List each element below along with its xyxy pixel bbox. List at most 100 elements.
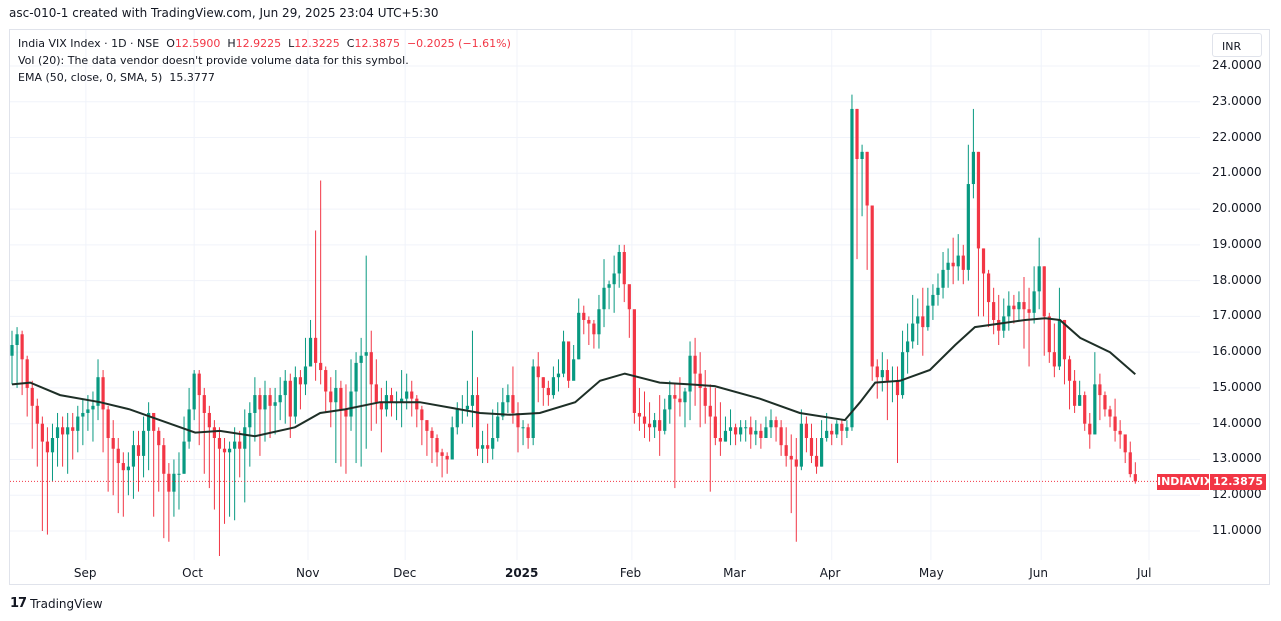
x-tick-label: Dec	[393, 566, 417, 580]
y-tick-label: 23.0000	[1212, 93, 1262, 108]
ema-row[interactable]: EMA (50, close, 0, SMA, 5) 15.3777	[18, 69, 511, 86]
candle	[278, 377, 282, 421]
footer-brand[interactable]: 17 TradingView	[10, 596, 103, 611]
candle	[420, 405, 424, 446]
candle	[1032, 266, 1036, 324]
x-tick-label: 2025	[504, 566, 539, 580]
candle-body	[971, 151, 975, 185]
candle	[339, 380, 343, 467]
candle	[592, 319, 596, 349]
open-value: 12.5900	[174, 37, 221, 50]
candle-body	[693, 355, 697, 374]
candle	[66, 412, 70, 474]
candle	[556, 359, 561, 392]
candle	[992, 287, 996, 335]
y-tick-label: 15.0000	[1212, 379, 1262, 394]
candle	[435, 434, 439, 467]
candle-body	[845, 427, 849, 431]
candle	[658, 395, 662, 456]
candle-body	[976, 151, 981, 249]
candle-body	[733, 427, 738, 435]
candle-body	[885, 370, 889, 381]
candle-body	[688, 355, 692, 392]
candle-body	[1078, 395, 1082, 406]
change-value: −0.2025 (−1.61%)	[406, 37, 511, 50]
candle	[116, 438, 120, 514]
candle-body	[126, 466, 130, 471]
candle-body	[324, 370, 328, 392]
candle-body	[227, 448, 232, 453]
candle	[61, 416, 65, 467]
candle-body	[541, 377, 545, 388]
candle	[966, 144, 970, 281]
candle	[647, 402, 652, 442]
candle-body	[197, 373, 201, 396]
candle-body	[405, 391, 409, 399]
candle-body	[678, 398, 682, 403]
candle	[359, 337, 363, 467]
candle	[718, 402, 722, 456]
candle	[50, 423, 55, 481]
candle-body	[799, 423, 803, 467]
y-tick-label: 13.0000	[1212, 451, 1262, 466]
candle-body	[1098, 384, 1102, 396]
candle-body	[607, 284, 611, 288]
candle-body	[900, 352, 905, 396]
candle	[814, 438, 819, 474]
candle-body	[511, 395, 515, 413]
y-tick-label: 12.0000	[1212, 487, 1262, 502]
candle	[612, 255, 616, 313]
candle	[329, 377, 333, 428]
candle-body	[516, 412, 520, 428]
candle	[314, 230, 318, 381]
candle-body	[561, 341, 566, 374]
candle-body	[1113, 416, 1117, 431]
candle	[238, 430, 242, 478]
candle	[956, 234, 960, 281]
candle	[1118, 420, 1122, 449]
candle-body	[121, 463, 125, 471]
candle	[703, 370, 707, 424]
candle	[774, 416, 778, 442]
candle-body	[956, 255, 960, 267]
candle-body	[470, 395, 475, 406]
candle-body	[298, 377, 303, 385]
candle	[243, 409, 247, 503]
candle-body	[202, 395, 206, 413]
candle-body	[567, 341, 571, 381]
candle	[1078, 380, 1082, 406]
candle-body	[66, 427, 70, 435]
candle	[1062, 319, 1067, 385]
candle	[941, 252, 945, 299]
y-tick-label: 22.0000	[1212, 129, 1262, 144]
candle	[784, 427, 788, 467]
candle-body	[303, 366, 308, 385]
candle	[384, 380, 389, 417]
candle-body	[86, 409, 90, 413]
symbol-title[interactable]: India VIX Index · 1D · NSE	[18, 37, 160, 50]
candle-body	[389, 395, 394, 403]
candle	[536, 352, 540, 403]
candle	[374, 359, 378, 424]
candle-body	[754, 430, 758, 435]
candle-body	[966, 184, 970, 270]
candle-body	[572, 359, 576, 381]
candle-body	[992, 302, 996, 320]
candle	[759, 423, 763, 449]
candle-body	[258, 395, 262, 410]
candle	[789, 434, 793, 514]
candle	[683, 387, 687, 428]
candle	[410, 380, 414, 417]
currency-button[interactable]: INR	[1212, 33, 1262, 57]
candle	[1103, 391, 1107, 417]
y-tick-label: 18.0000	[1212, 272, 1262, 287]
candle	[167, 463, 171, 542]
candle	[106, 405, 110, 492]
candle	[25, 355, 29, 417]
candle-body	[739, 427, 743, 435]
candle	[602, 259, 606, 328]
candle	[764, 416, 768, 439]
candle	[997, 294, 1001, 346]
candle-body	[91, 405, 95, 410]
